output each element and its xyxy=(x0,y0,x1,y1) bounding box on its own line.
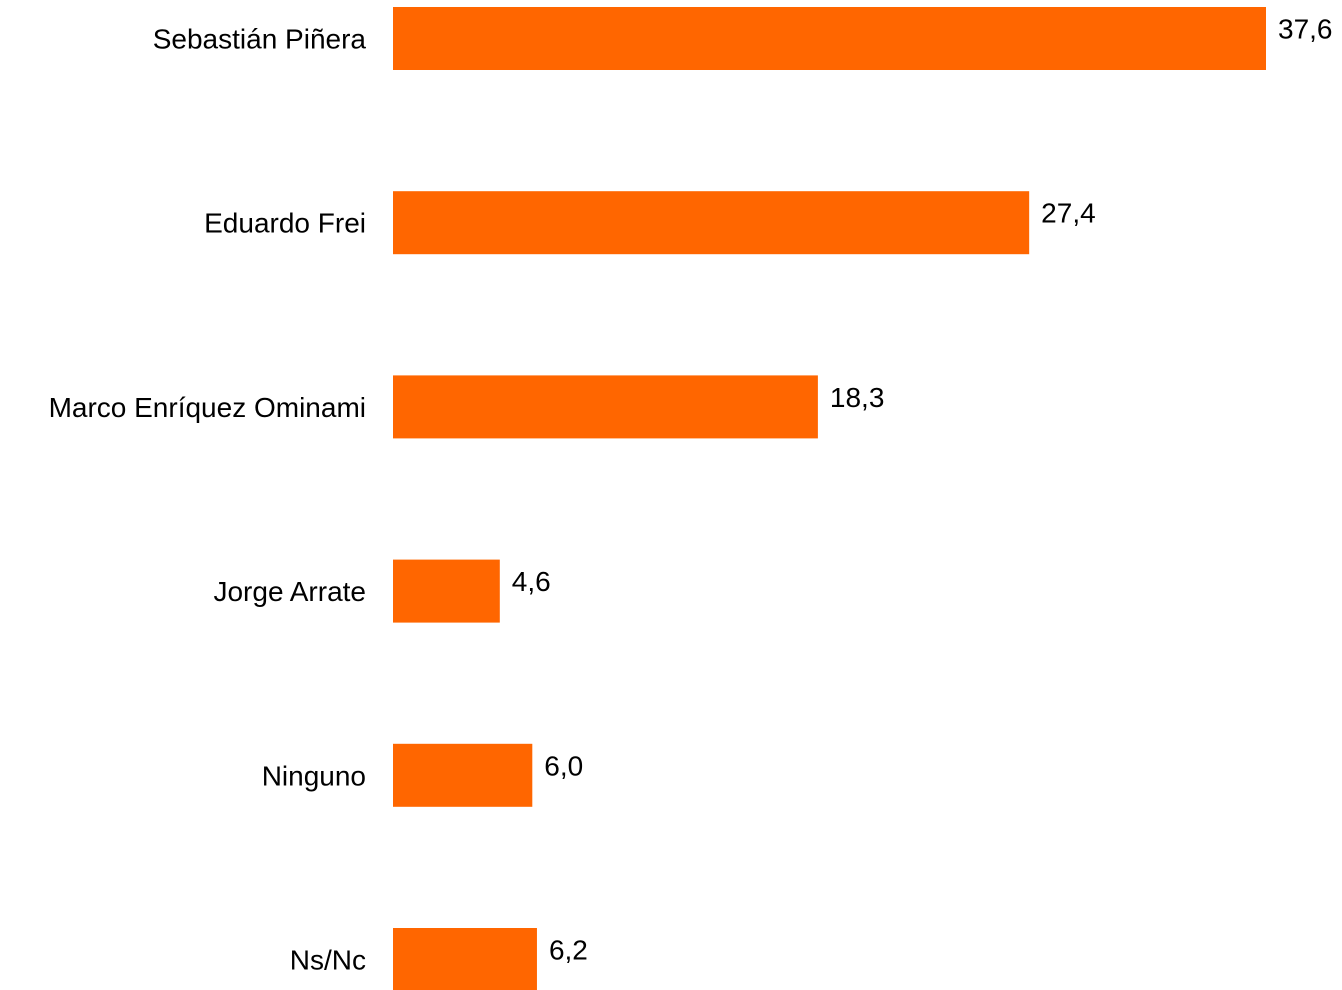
bar-2 xyxy=(393,375,818,439)
category-label-2: Marco Enríquez Ominami xyxy=(49,392,366,423)
bar-5 xyxy=(393,928,537,990)
bars-group xyxy=(393,7,1266,990)
value-labels-group: 37,6 27,4 18,3 4,6 6,0 6,2 xyxy=(512,14,1333,966)
bar-0 xyxy=(393,7,1266,70)
bar-3 xyxy=(393,559,500,623)
value-label-5: 6,2 xyxy=(549,935,588,966)
category-label-5: Ns/Nc xyxy=(290,945,366,976)
value-label-2: 18,3 xyxy=(830,382,885,413)
category-label-3: Jorge Arrate xyxy=(213,576,366,607)
value-label-4: 6,0 xyxy=(544,750,583,781)
category-label-1: Eduardo Frei xyxy=(204,208,366,239)
bar-4 xyxy=(393,743,533,807)
category-labels-group: Sebastián Piñera Eduardo Frei Marco Enríqu… xyxy=(49,24,367,976)
value-label-0: 37,6 xyxy=(1278,14,1333,45)
bar-1 xyxy=(393,191,1030,255)
value-label-1: 27,4 xyxy=(1041,198,1096,229)
category-label-0: Sebastián Piñera xyxy=(153,24,367,55)
value-label-3: 4,6 xyxy=(512,566,551,597)
category-label-4: Ninguno xyxy=(262,760,366,791)
